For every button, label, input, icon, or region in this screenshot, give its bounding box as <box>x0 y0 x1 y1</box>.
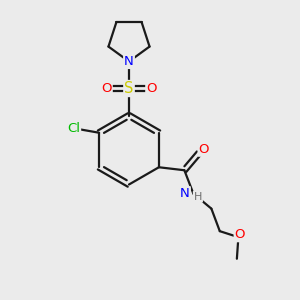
Text: O: O <box>199 143 209 156</box>
Text: O: O <box>101 82 112 95</box>
Text: O: O <box>146 82 157 95</box>
Text: O: O <box>235 228 245 241</box>
Text: H: H <box>194 192 202 202</box>
Text: S: S <box>124 81 134 96</box>
Text: N: N <box>180 187 190 200</box>
Text: N: N <box>124 55 134 68</box>
Text: Cl: Cl <box>67 122 80 135</box>
